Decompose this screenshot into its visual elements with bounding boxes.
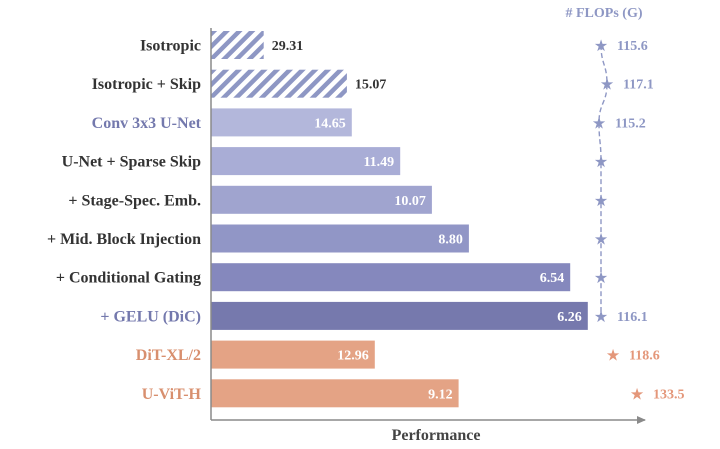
category-label-8: DiT-XL/2 bbox=[136, 347, 201, 364]
flops-value-9: 133.5 bbox=[653, 387, 685, 402]
flops-star-1: ★ bbox=[600, 75, 614, 94]
value-label-6: 6.54 bbox=[540, 271, 565, 286]
category-label-0: Isotropic bbox=[140, 38, 201, 55]
category-label-1: Isotropic + Skip bbox=[92, 76, 201, 93]
category-label-6: + Conditional Gating bbox=[56, 270, 201, 287]
flops-star-3: ★ bbox=[594, 152, 608, 171]
bars-layer bbox=[211, 31, 588, 408]
bar-3 bbox=[211, 147, 401, 176]
flops-value-7: 116.1 bbox=[617, 310, 648, 325]
category-label-9: U-ViT-H bbox=[142, 386, 202, 403]
bar-5 bbox=[211, 224, 469, 253]
category-label-4: + Stage-Spec. Emb. bbox=[68, 192, 201, 209]
bar-0 bbox=[211, 31, 264, 59]
flops-star-8: ★ bbox=[606, 346, 620, 365]
value-label-5: 8.80 bbox=[438, 233, 463, 248]
value-label-3: 11.49 bbox=[363, 155, 394, 170]
flops-value-2: 115.2 bbox=[615, 116, 646, 131]
flops-value-1: 117.1 bbox=[623, 78, 654, 93]
flops-star-6: ★ bbox=[594, 268, 608, 287]
category-label-5: + Mid. Block Injection bbox=[47, 231, 201, 248]
flops-star-4: ★ bbox=[594, 191, 608, 210]
bar-1 bbox=[211, 69, 347, 98]
flops-star-7: ★ bbox=[594, 307, 608, 326]
value-label-4: 10.07 bbox=[394, 194, 426, 209]
bar-6 bbox=[211, 263, 571, 292]
x-axis-title: Performance bbox=[392, 427, 481, 444]
value-label-8: 12.96 bbox=[337, 349, 369, 364]
flops-star-2: ★ bbox=[592, 113, 606, 132]
flops-star-5: ★ bbox=[594, 230, 608, 249]
flops-star-0: ★ bbox=[594, 36, 608, 55]
bar-2 bbox=[211, 108, 352, 137]
value-label-9: 9.12 bbox=[428, 387, 453, 402]
category-label-3: U-Net + Sparse Skip bbox=[62, 154, 201, 171]
category-label-7: + GELU (DiC) bbox=[100, 308, 201, 325]
flops-trace-line bbox=[598, 44, 608, 316]
flops-value-8: 118.6 bbox=[629, 349, 660, 364]
bar-7 bbox=[211, 301, 588, 330]
value-label-7: 6.26 bbox=[557, 310, 582, 325]
bar-4 bbox=[211, 185, 432, 214]
value-label-1: 15.07 bbox=[355, 78, 387, 93]
value-label-2: 14.65 bbox=[314, 116, 346, 131]
flops-markers: ★ 115.6 ★ 117.1 ★ 115.2 ★ ★ ★ ★ ★ 116.1 ★ 118.6 ★ 133.5 bbox=[592, 36, 685, 403]
bar-8 bbox=[211, 340, 375, 369]
bar-9 bbox=[211, 379, 459, 408]
category-label-2: Conv 3x3 U-Net bbox=[92, 115, 202, 132]
value-labels: 29.31 15.07 14.65 11.49 10.07 8.80 6.54 6.26 12.… bbox=[272, 39, 582, 402]
flops-header: # FLOPs (G) bbox=[566, 6, 643, 21]
category-labels: Isotropic Isotropic + Skip Conv 3x3 U-Net U… bbox=[47, 38, 202, 403]
value-label-0: 29.31 bbox=[272, 39, 304, 54]
flops-value-0: 115.6 bbox=[617, 39, 648, 54]
flops-star-9: ★ bbox=[630, 384, 644, 403]
